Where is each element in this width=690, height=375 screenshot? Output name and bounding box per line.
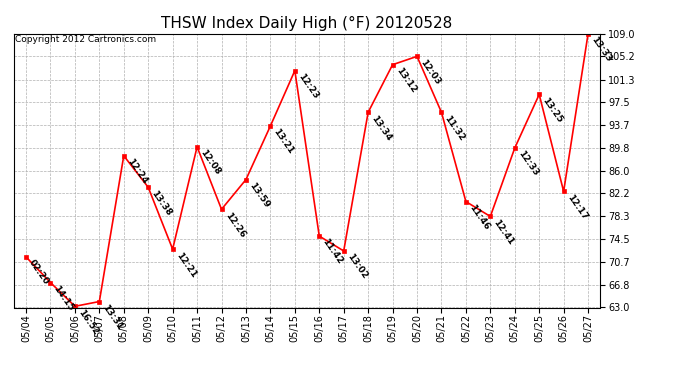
Text: Copyright 2012 Cartronics.com: Copyright 2012 Cartronics.com [15,35,156,44]
Text: 12:21: 12:21 [174,251,198,279]
Text: 12:23: 12:23 [296,72,320,100]
Text: 12:03: 12:03 [418,58,442,86]
Title: THSW Index Daily High (°F) 20120528: THSW Index Daily High (°F) 20120528 [161,16,453,31]
Text: 12:26: 12:26 [223,211,247,239]
Text: 13:02: 13:02 [345,252,369,281]
Text: 02:20: 02:20 [28,258,51,287]
Text: 16:52: 16:52 [77,308,100,336]
Text: 11:46: 11:46 [467,203,491,232]
Text: 12:08: 12:08 [199,148,222,177]
Text: 13:25: 13:25 [540,96,564,124]
Text: 13:12: 13:12 [394,66,417,95]
Text: 13:21: 13:21 [272,128,295,156]
Text: 13:31: 13:31 [101,303,124,332]
Text: 11:32: 11:32 [443,114,466,142]
Text: 12:24: 12:24 [125,157,149,186]
Text: 12:17: 12:17 [565,193,589,222]
Text: 13:59: 13:59 [247,181,271,210]
Text: 12:33: 12:33 [516,149,540,178]
Text: 13:34: 13:34 [370,114,393,142]
Text: 13:33: 13:33 [589,35,613,64]
Text: 11:42: 11:42 [321,237,344,266]
Text: 13:38: 13:38 [150,189,173,217]
Text: 12:41: 12:41 [492,218,515,246]
Text: 14:15: 14:15 [52,284,76,313]
